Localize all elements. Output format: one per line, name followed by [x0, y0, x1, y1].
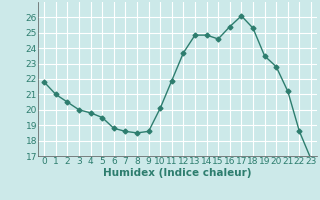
X-axis label: Humidex (Indice chaleur): Humidex (Indice chaleur) — [103, 168, 252, 178]
